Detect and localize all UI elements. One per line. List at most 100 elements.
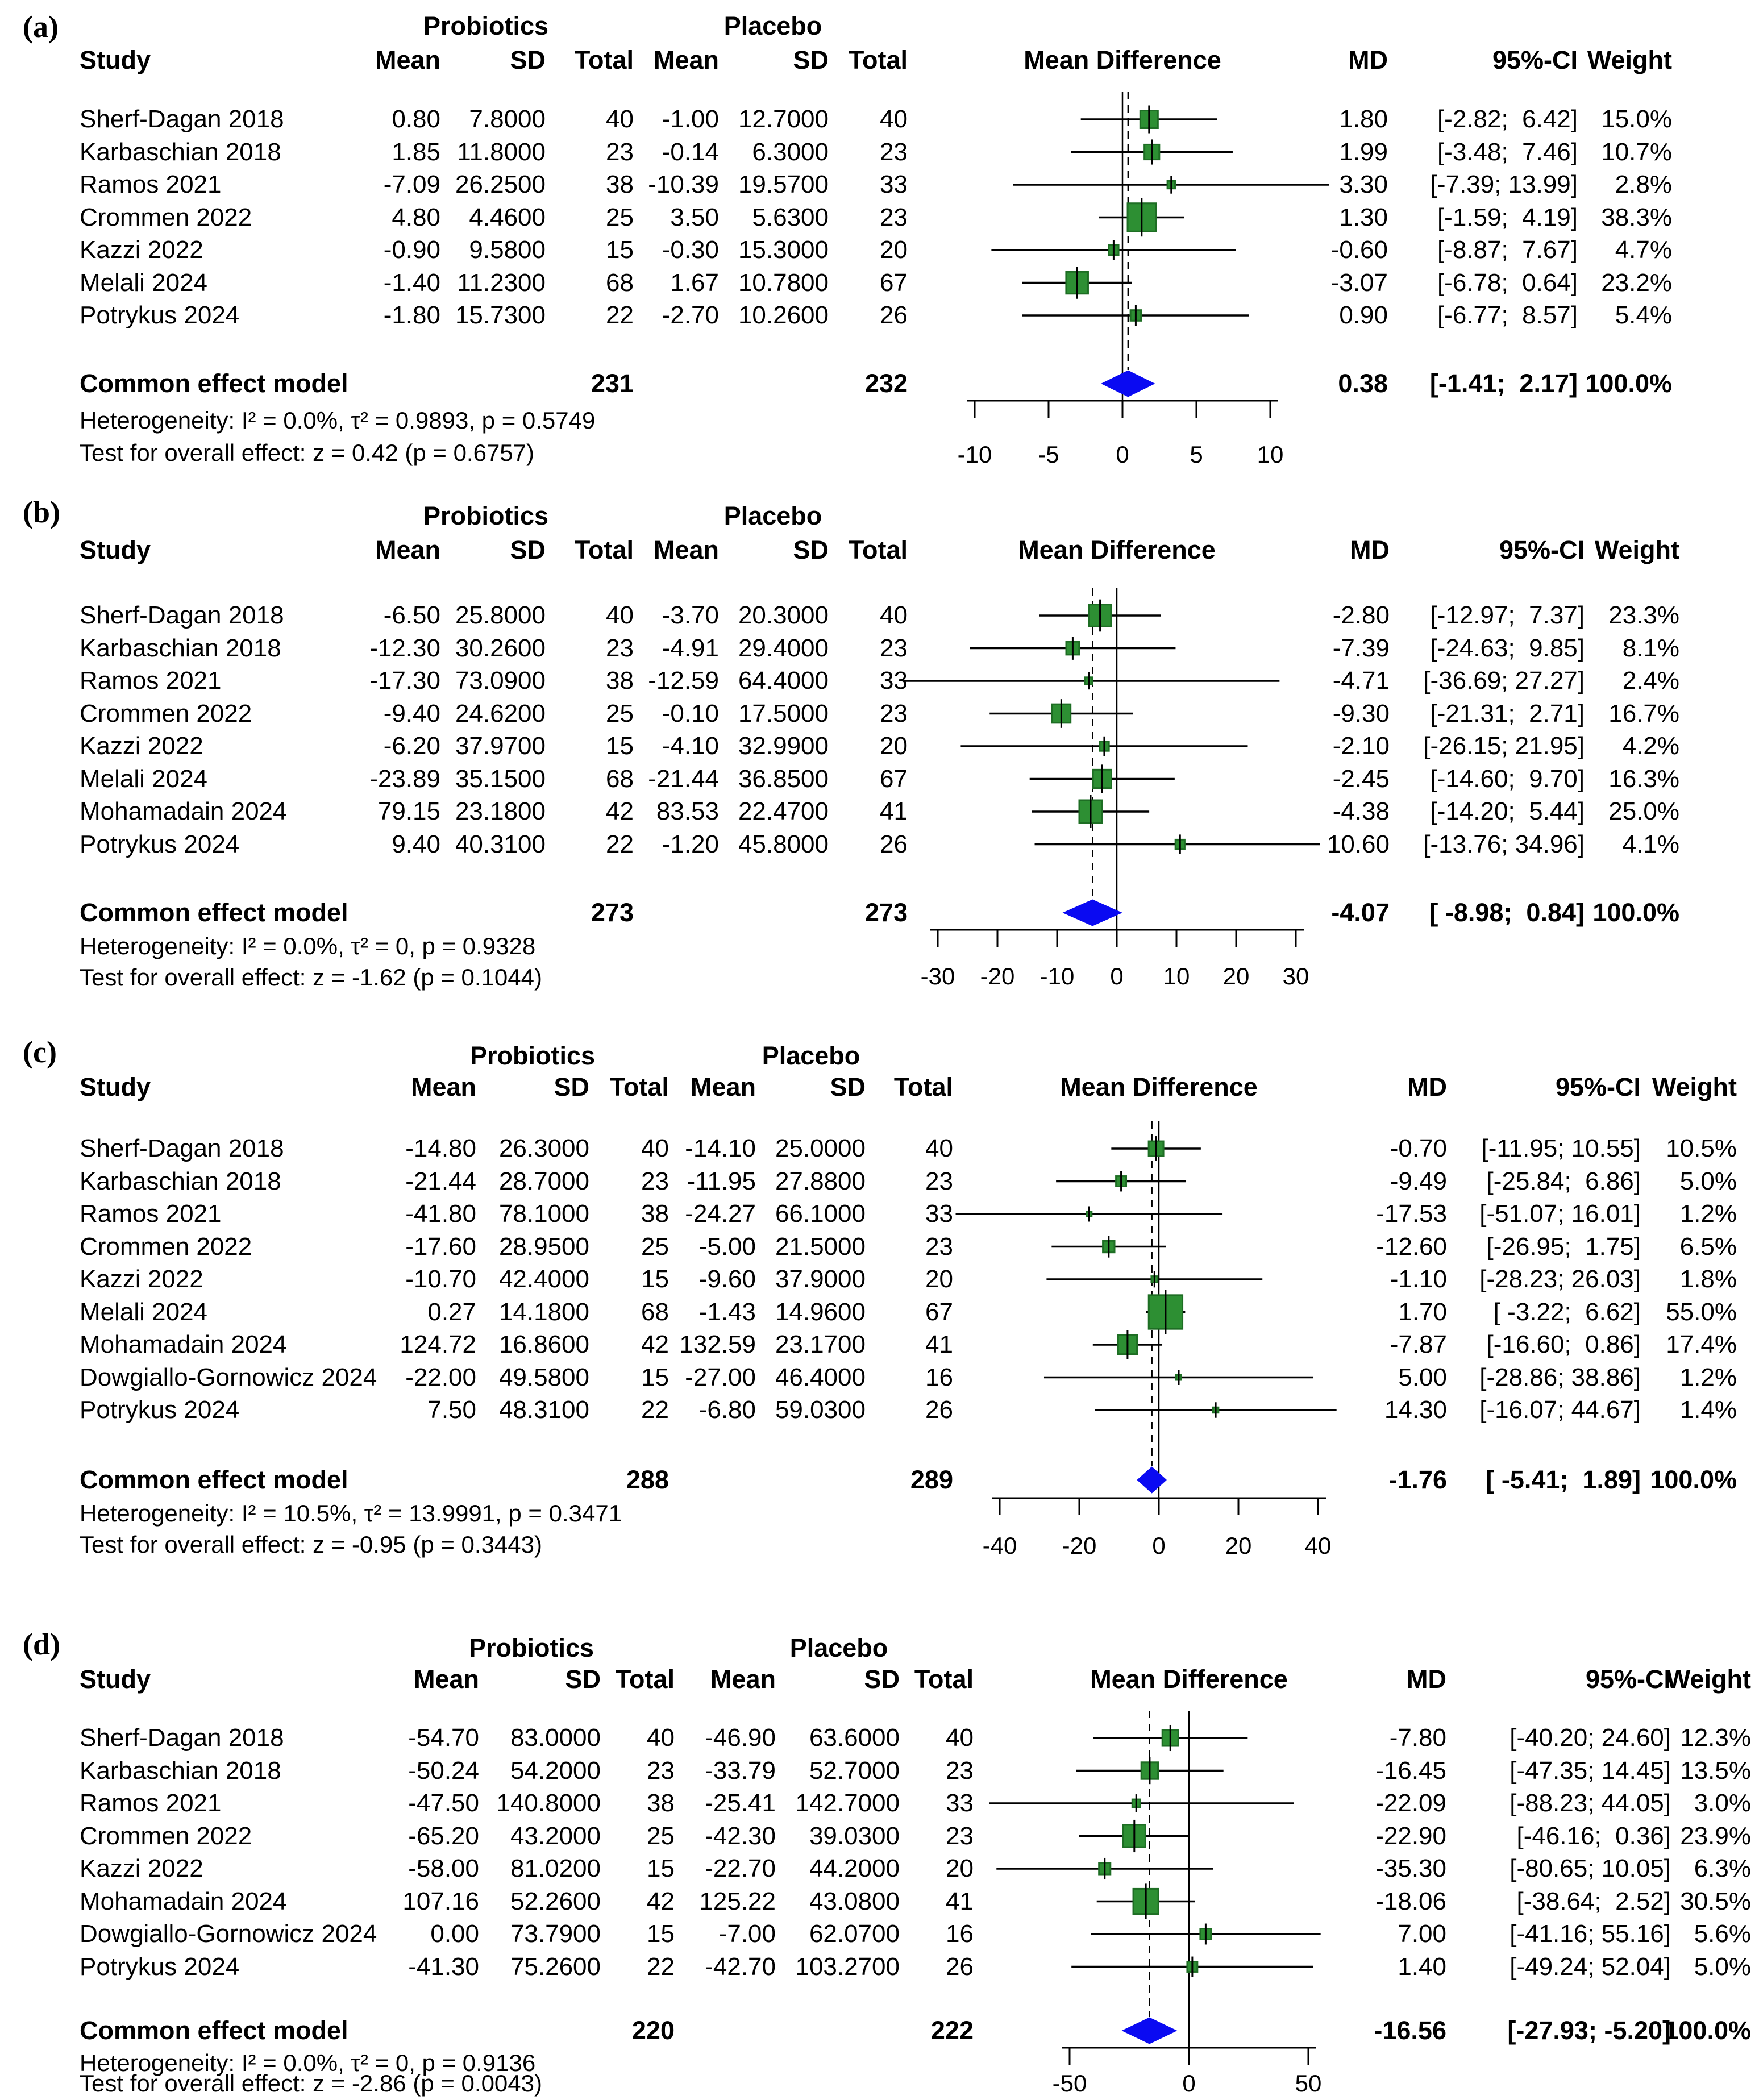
study-name: Mohamadain 2024 (80, 1330, 287, 1358)
study-name: Ramos 2021 (80, 1789, 222, 1817)
column-header-sd-probiotics: SD (510, 45, 546, 74)
sd-placebo: 63.6000 (809, 1724, 900, 1752)
study-name: Ramos 2021 (80, 667, 222, 695)
sd-placebo: 10.2600 (738, 301, 829, 329)
column-header-mean-placebo: Mean (653, 535, 719, 564)
sd-placebo: 52.7000 (809, 1756, 900, 1785)
sd-probiotics: 75.2600 (510, 1952, 601, 1981)
md-value: -2.45 (1332, 764, 1390, 793)
axis-tick-label: 50 (1295, 2070, 1322, 2097)
column-header-weight: Weight (1594, 535, 1679, 564)
ci-value: [-26.15; 21.95] (1423, 732, 1585, 760)
column-header-md: MD (1407, 1665, 1446, 1694)
sd-probiotics: 7.8000 (469, 105, 546, 133)
study-name: Crommen 2022 (80, 203, 252, 231)
weight-value: 5.4% (1615, 301, 1672, 329)
study-name: Kazzi 2022 (80, 732, 203, 760)
mean-probiotics: -54.70 (408, 1724, 479, 1752)
total-placebo: 23 (946, 1822, 974, 1850)
sd-probiotics: 81.0200 (510, 1854, 601, 1882)
column-header-total-probiotics: Total (574, 535, 634, 564)
axis-tick-label: -30 (920, 963, 955, 989)
weight-value: 16.7% (1608, 699, 1679, 727)
total-placebo: 16 (946, 1920, 974, 1948)
mean-probiotics: -17.60 (405, 1232, 476, 1261)
sd-placebo: 6.3000 (752, 138, 829, 166)
md-value: 14.30 (1384, 1396, 1447, 1424)
total-placebo: 23 (880, 634, 908, 662)
mean-probiotics: -10.70 (405, 1265, 476, 1293)
total-probiotics: 40 (641, 1134, 669, 1162)
mean-placebo: -1.00 (662, 105, 719, 133)
study-name: Potrykus 2024 (80, 301, 240, 329)
group-header-probiotics: Probiotics (469, 1041, 596, 1070)
sd-placebo: 37.9000 (775, 1265, 866, 1293)
column-header-mean-placebo: Mean (710, 1665, 776, 1694)
total-placebo: 16 (925, 1363, 953, 1391)
ci-value: [-25.84; 6.86] (1486, 1167, 1641, 1195)
total-probiotics: 15 (606, 236, 634, 264)
mean-probiotics: 0.80 (392, 105, 440, 133)
weight-value: 4.1% (1622, 830, 1679, 858)
total-placebo: 41 (880, 797, 908, 825)
column-header-sd-placebo: SD (830, 1072, 866, 1101)
axis-tick-label: 20 (1225, 1532, 1252, 1559)
ci-value: [-6.78; 0.64] (1437, 268, 1578, 297)
mean-probiotics: -65.20 (408, 1822, 479, 1850)
total-probiotics: 25 (647, 1822, 675, 1850)
weight-value: 4.7% (1615, 236, 1672, 264)
total-probiotics: 22 (606, 830, 634, 858)
sd-probiotics: 28.7000 (498, 1167, 589, 1195)
total-probiotics: 22 (641, 1396, 669, 1424)
mean-placebo: -1.43 (698, 1298, 756, 1326)
weight-value: 8.1% (1622, 634, 1679, 662)
overall-effect-text: Test for overall effect: z = -0.95 (p = … (80, 1531, 542, 1558)
study-name: Potrykus 2024 (80, 1952, 240, 1981)
column-header-md: MD (1407, 1072, 1447, 1101)
study-name: Melali 2024 (80, 1298, 208, 1326)
sd-probiotics: 9.5800 (469, 236, 546, 264)
summary-total-placebo: 273 (864, 898, 908, 927)
sd-placebo: 46.4000 (775, 1363, 866, 1391)
sd-probiotics: 16.8600 (498, 1330, 589, 1358)
weight-value: 16.3% (1608, 764, 1679, 793)
sd-probiotics: 11.2300 (457, 268, 546, 297)
study-name: Sherf-Dagan 2018 (80, 601, 284, 629)
md-value: -16.45 (1375, 1756, 1446, 1785)
column-header-md: MD (1348, 45, 1388, 74)
summary-label: Common effect model (80, 898, 348, 927)
study-name: Crommen 2022 (80, 1822, 252, 1850)
mean-probiotics: -1.40 (383, 268, 440, 297)
total-probiotics: 15 (647, 1920, 675, 1948)
sd-probiotics: 24.6200 (455, 699, 546, 727)
ci-value: [-3.48; 7.46] (1437, 138, 1578, 166)
weight-value: 4.2% (1622, 732, 1679, 760)
axis-tick-label: -20 (980, 963, 1015, 989)
total-placebo: 40 (880, 105, 908, 133)
column-header-total-placebo: Total (893, 1072, 953, 1101)
summary-diamond (1101, 370, 1155, 397)
total-probiotics: 42 (606, 797, 634, 825)
sd-probiotics: 73.7900 (510, 1920, 601, 1948)
total-placebo: 33 (925, 1200, 953, 1228)
weight-value: 5.6% (1694, 1920, 1751, 1948)
mean-probiotics: 7.50 (427, 1396, 476, 1424)
total-probiotics: 40 (606, 601, 634, 629)
mean-probiotics: -0.90 (383, 236, 440, 264)
ci-value: [-2.82; 6.42] (1437, 105, 1578, 133)
md-value: 7.00 (1398, 1920, 1446, 1948)
sd-probiotics: 49.5800 (498, 1363, 589, 1391)
heterogeneity-text: Heterogeneity: I² = 0.0%, τ² = 0.9893, p… (80, 407, 596, 434)
md-value: 5.00 (1398, 1363, 1447, 1391)
sd-probiotics: 73.0900 (455, 667, 546, 695)
total-placebo: 41 (946, 1887, 974, 1915)
mean-placebo: -0.14 (662, 138, 719, 166)
weight-value: 10.7% (1601, 138, 1672, 166)
mean-placebo: -4.91 (662, 634, 719, 662)
total-probiotics: 23 (606, 138, 634, 166)
ci-value: [-11.95; 10.55] (1481, 1134, 1641, 1162)
column-header-total-placebo: Total (848, 535, 908, 564)
md-value: -7.87 (1390, 1330, 1447, 1358)
study-name: Sherf-Dagan 2018 (80, 105, 284, 133)
